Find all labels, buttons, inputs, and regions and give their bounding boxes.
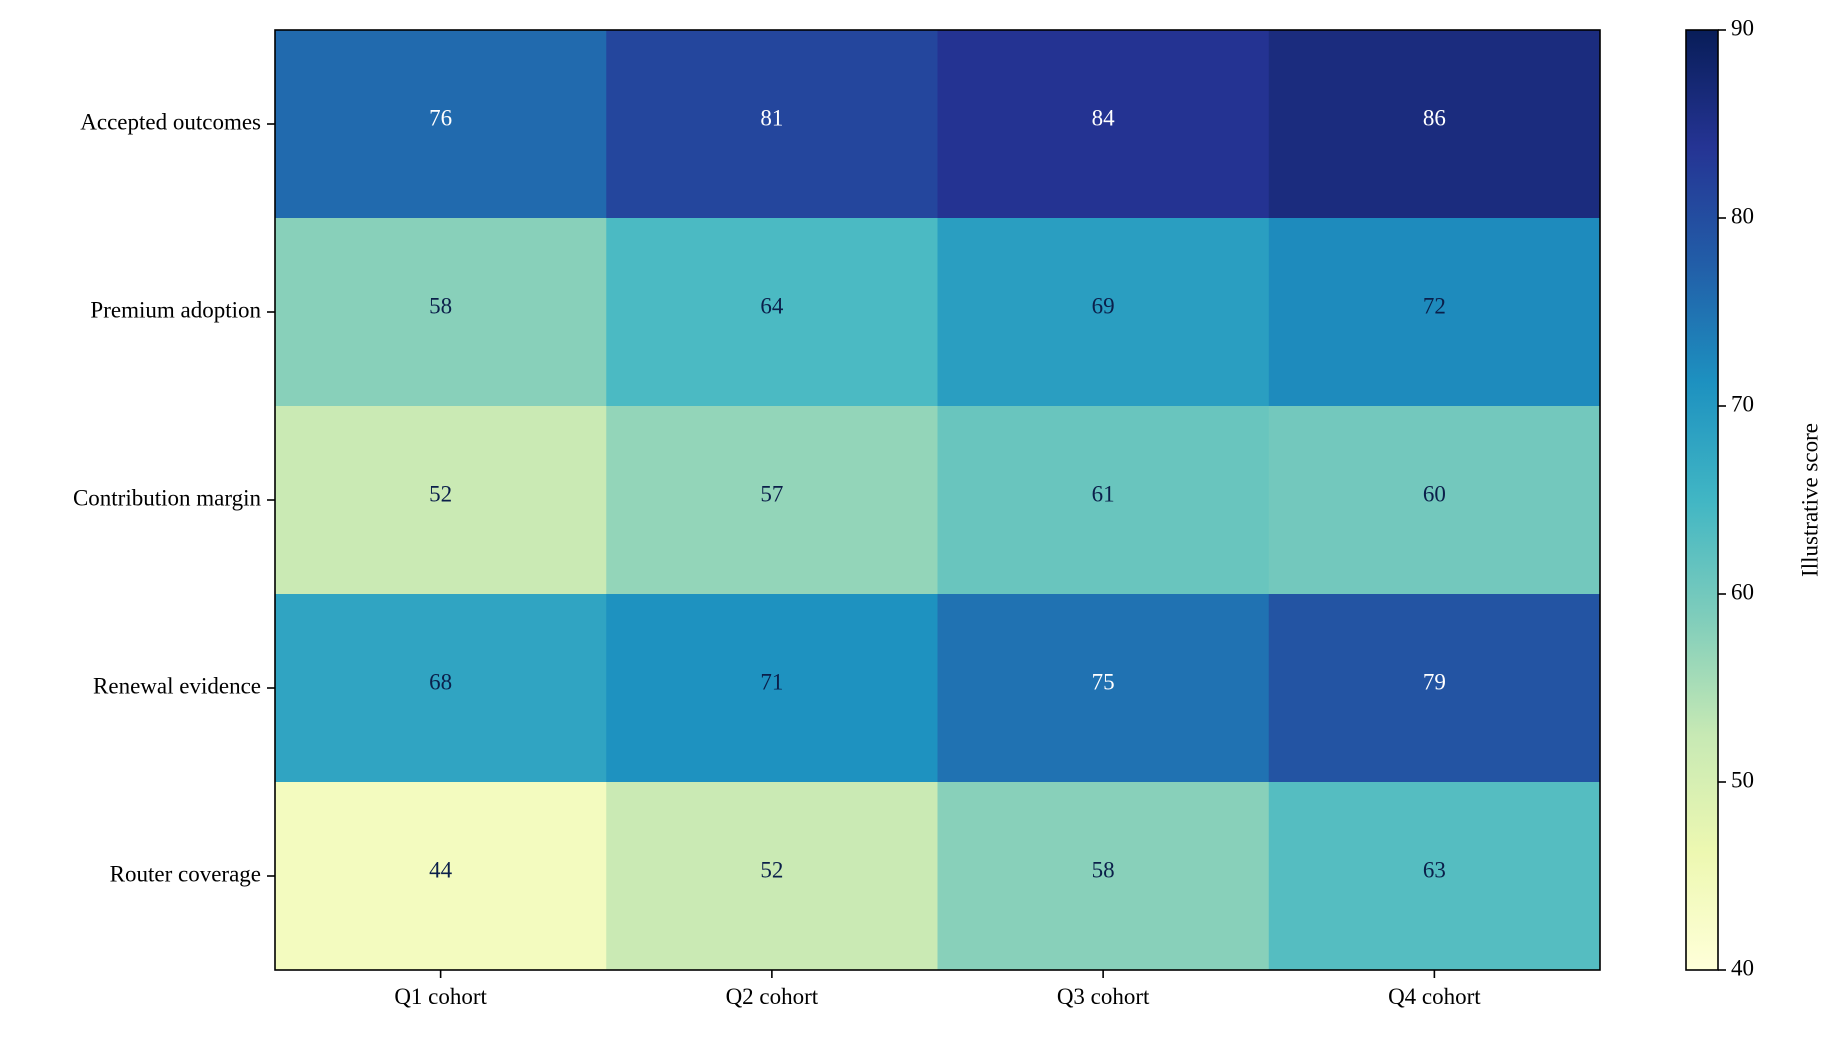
colorbar-tick-label: 50 <box>1731 767 1754 792</box>
cell-value-label: 61 <box>1092 481 1115 506</box>
y-tick-label: Accepted outcomes <box>80 109 261 134</box>
colorbar-tick-label: 90 <box>1731 15 1754 40</box>
heatmap-cell <box>1268 406 1601 595</box>
colorbar-frame <box>1685 29 1719 971</box>
colorbar-tick-label: 80 <box>1731 203 1754 228</box>
cell-value-label: 63 <box>1423 857 1446 882</box>
cell-value-label: 57 <box>760 481 783 506</box>
cell-value-label: 58 <box>429 293 452 318</box>
heatmap-cell <box>606 594 938 783</box>
cell-value-label: 81 <box>760 105 783 130</box>
heatmap-cell <box>606 782 938 971</box>
cell-value-label: 79 <box>1423 669 1446 694</box>
colorbar-tick-label: 70 <box>1731 391 1754 416</box>
cell-value-label: 69 <box>1092 293 1115 318</box>
cell-value-label: 84 <box>1092 105 1116 130</box>
cell-value-label: 72 <box>1423 293 1446 318</box>
cell-value-label: 52 <box>760 857 783 882</box>
x-tick-label: Q1 cohort <box>394 984 487 1009</box>
heatmap-cell <box>606 30 938 219</box>
heatmap-cell <box>937 406 1270 595</box>
heatmap-cell <box>1268 30 1601 219</box>
heatmap-cell <box>606 218 938 407</box>
cell-value-label: 71 <box>760 669 783 694</box>
heatmap-cell <box>606 406 938 595</box>
cell-value-label: 68 <box>429 669 452 694</box>
cell-value-label: 60 <box>1423 481 1446 506</box>
x-tick-label: Q3 cohort <box>1057 984 1150 1009</box>
heatmap-cell <box>275 218 607 407</box>
cell-value-label: 75 <box>1092 669 1115 694</box>
y-tick-label: Premium adoption <box>90 297 261 322</box>
heatmap-cell <box>937 218 1270 407</box>
heatmap-cell <box>275 406 607 595</box>
cell-value-label: 86 <box>1423 105 1446 130</box>
heatmap-cells <box>275 30 1601 971</box>
x-tick-label: Q4 cohort <box>1388 984 1481 1009</box>
colorbar-label: Illustrative score <box>1797 423 1822 577</box>
colorbar-ticks: 40 50 60 70 80 90 <box>1718 15 1754 980</box>
cell-value-label: 44 <box>429 857 453 882</box>
cell-value-labels: 76 81 84 86 58 64 69 72 52 57 61 60 68 71 75 79 44 52 58 63 <box>429 105 1446 882</box>
heatmap-cell <box>275 782 607 971</box>
y-tick-label: Router coverage <box>110 861 261 886</box>
heatmap-cell <box>1268 782 1601 971</box>
heatmap-cell <box>937 782 1270 971</box>
x-tick-label: Q2 cohort <box>726 984 819 1009</box>
cell-value-label: 64 <box>760 293 784 318</box>
heatmap-cell <box>937 30 1270 219</box>
heatmap-cell <box>1268 594 1601 783</box>
cell-value-label: 58 <box>1092 857 1115 882</box>
colorbar-tick-label: 40 <box>1731 955 1754 980</box>
y-tick-label: Contribution margin <box>73 485 262 510</box>
y-tick-label: Renewal evidence <box>93 673 261 698</box>
heatmap-cell <box>1268 218 1601 407</box>
colorbar <box>1686 30 1718 970</box>
heatmap-cell <box>937 594 1270 783</box>
y-axis: Accepted outcomes Premium adoption Contrib… <box>73 109 275 886</box>
cell-value-label: 52 <box>429 481 452 506</box>
heatmap-cell <box>275 30 607 219</box>
colorbar-tick-label: 60 <box>1731 579 1754 604</box>
heatmap-cell <box>275 594 607 783</box>
cell-value-label: 76 <box>429 105 452 130</box>
x-axis: Q1 cohort Q2 cohort Q3 cohort Q4 cohort <box>394 970 1481 1009</box>
